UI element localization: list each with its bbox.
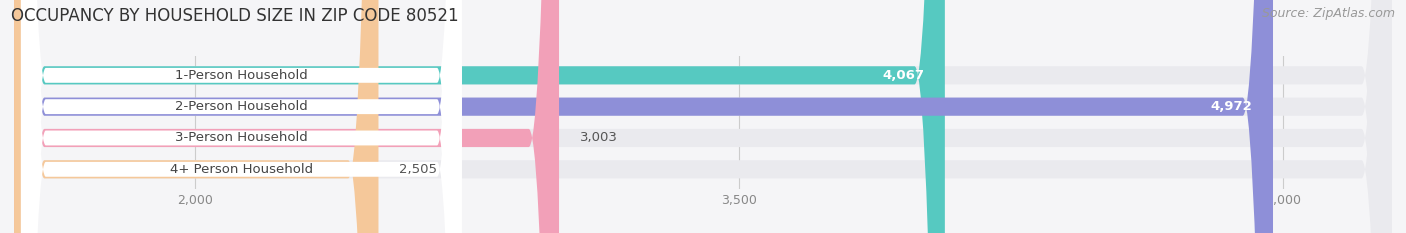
FancyBboxPatch shape: [14, 0, 1392, 233]
FancyBboxPatch shape: [14, 0, 1392, 233]
Text: 4,972: 4,972: [1211, 100, 1253, 113]
FancyBboxPatch shape: [14, 0, 1392, 233]
FancyBboxPatch shape: [14, 0, 378, 233]
Text: 4+ Person Household: 4+ Person Household: [170, 163, 314, 176]
Text: 2-Person Household: 2-Person Household: [174, 100, 308, 113]
Text: 4,067: 4,067: [882, 69, 924, 82]
Text: 2,505: 2,505: [399, 163, 437, 176]
Text: 3-Person Household: 3-Person Household: [174, 131, 308, 144]
FancyBboxPatch shape: [21, 0, 461, 233]
Text: 1-Person Household: 1-Person Household: [174, 69, 308, 82]
Text: 3,003: 3,003: [579, 131, 617, 144]
FancyBboxPatch shape: [21, 0, 461, 233]
Text: Source: ZipAtlas.com: Source: ZipAtlas.com: [1261, 7, 1395, 20]
FancyBboxPatch shape: [14, 0, 1392, 233]
FancyBboxPatch shape: [21, 0, 461, 233]
FancyBboxPatch shape: [14, 0, 1272, 233]
FancyBboxPatch shape: [21, 0, 461, 233]
FancyBboxPatch shape: [14, 0, 945, 233]
Text: OCCUPANCY BY HOUSEHOLD SIZE IN ZIP CODE 80521: OCCUPANCY BY HOUSEHOLD SIZE IN ZIP CODE …: [11, 7, 458, 25]
FancyBboxPatch shape: [14, 0, 560, 233]
